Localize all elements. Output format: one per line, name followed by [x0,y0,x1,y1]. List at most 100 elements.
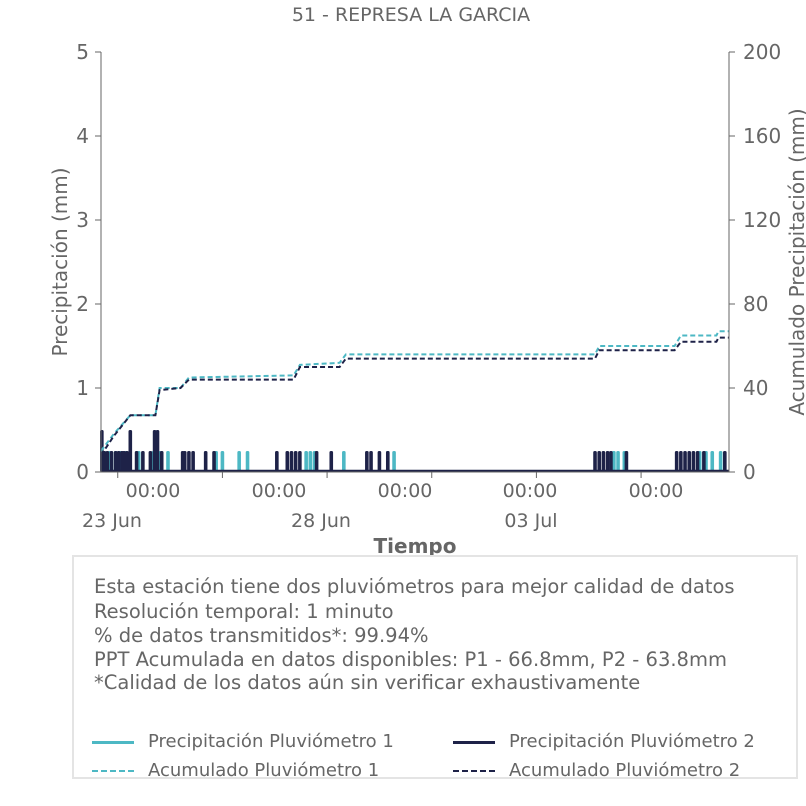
x-tick-time-label: 00:00 [503,480,558,502]
info-line-stations: Esta estación tiene dos pluviómetros par… [94,575,735,598]
legend-label-p2-acum: Acumulado Pluviómetro 2 [509,760,741,781]
p1-precip-bar [308,451,313,472]
p2-precip-bar [702,451,706,472]
left-tick-label: 0 [76,460,89,484]
p1-precip-bar [304,451,308,472]
p2-precip-bar [597,451,602,472]
p1-precip-bar [718,451,723,472]
legend-label-p1-precip: Precipitación Pluviómetro 1 [148,731,394,752]
left-tick-label: 1 [76,376,89,400]
p1-precip-bar [392,451,396,472]
p2-precip-bar [128,430,133,472]
p2-precip-bar [298,451,302,472]
right-tick-label: 80 [743,292,768,316]
right-tick-label: 120 [743,208,781,232]
left-axis-label: Precipitación (mm) [48,167,72,356]
info-box: Esta estación tiene dos pluviómetros par… [72,555,798,781]
left-y-ticks: 0 1 2 3 4 5 [76,40,101,484]
right-y-ticks: 0 40 80 120 160 200 [729,40,781,484]
x-tick-time-label: 00:00 [629,480,684,502]
left-tick-label: 2 [76,292,89,316]
p2-precip-bar [116,451,121,472]
p2-precip-bar [293,451,298,472]
legend-swatch-p2-acum [453,770,495,772]
chart-title: 51 - REPRESA LA GARCIA [292,4,530,26]
legend-swatch-p2-precip [453,741,495,744]
info-line-quality-note: *Calidad de los datos aún sin verificar … [94,671,641,694]
left-tick-label: 4 [76,124,89,148]
p2-precip-bar [314,451,319,472]
p2-precip-bar [155,430,160,472]
p2-precip-bar [285,451,290,472]
p2-precip-bar [125,451,129,472]
right-tick-label: 200 [743,40,781,64]
p2-precip-bar [159,451,164,472]
p2-precip-bar [593,451,597,472]
right-tick-label: 0 [743,460,756,484]
legend-label-p1-acum: Acumulado Pluviómetro 1 [148,760,380,781]
p2-precip-bar [212,451,216,472]
p2-precip-bar [134,451,139,472]
p2-precip-bar [365,451,369,472]
legend-swatch-p1-acum [92,770,134,772]
accumulated-lines [100,330,729,456]
p1-precip-bar [342,451,346,472]
info-line-resolution: Resolución temporal: 1 minuto [94,600,394,623]
p2-precip-bar [601,451,606,472]
p2-precip-bar [369,451,373,472]
p1-accumulated-line [100,330,729,452]
x-tick-date-label: 28 Jun [291,510,351,532]
right-tick-label: 40 [743,376,768,400]
p2-precip-bar [182,451,187,472]
p2-precip-bar [289,451,294,472]
p1-precip-bar [612,451,616,472]
legend-swatch-p1-precip [92,741,134,744]
x-axis-label: Tiempo [374,534,457,558]
p2-precip-bar [687,451,692,472]
p2-precip-bar [674,451,679,472]
p2-precip-bar [102,451,107,472]
p2-precip-bar [203,451,208,472]
p2-precip-bar [609,451,613,472]
p2-precip-bar [152,430,157,472]
info-line-transmitted: % de datos transmitidos*: 99.94% [94,624,429,647]
p2-accumulated-line [100,336,729,456]
p2-precip-bar [109,451,114,472]
p2-precip-bar [105,451,110,472]
p2-precip-bar [679,451,683,472]
p2-precip-bar [691,451,696,472]
p1-precip-bar [237,451,241,472]
p2-precip-bar [385,451,390,472]
x-tick-date-label: 23 Jun [82,510,142,532]
x-tick-time-label: 00:00 [252,480,307,502]
p2-precip-bar [329,451,334,472]
p1-precip-bar [245,451,250,472]
p2-precip-bar [113,451,118,472]
p2-precip-bar [275,451,279,472]
p2-precip-bar [695,451,700,472]
x-tick-time-label: 00:00 [126,480,181,502]
legend-label-p2-precip: Precipitación Pluviómetro 2 [509,731,755,752]
p2-precip-bar [122,451,126,472]
p1-precip-bar [220,451,225,472]
p2-precip-bar [187,451,191,472]
p2-precip-bar [624,451,629,472]
p1-precip-bar [710,451,715,472]
p2-precip-bar [683,451,687,472]
left-tick-label: 5 [76,40,89,64]
x-tick-time-label: 00:00 [378,480,433,502]
left-tick-label: 3 [76,208,89,232]
info-line-accumulated: PPT Acumulada en datos disponibles: P1 -… [94,648,727,671]
right-tick-label: 160 [743,124,781,148]
p1-precip-bar [166,451,170,472]
p2-precipitation-bars [100,430,729,473]
right-axis-label: Acumulado Precipitación (mm) [785,108,806,415]
p2-precip-bar [605,451,610,472]
x-tick-date-label: 03 Jul [504,510,557,532]
p2-precip-bar [191,451,195,472]
p2-precip-bar [377,451,382,472]
p2-precip-bar [141,451,145,472]
p1-precip-bar [616,451,620,472]
p2-precip-bar [148,451,153,472]
